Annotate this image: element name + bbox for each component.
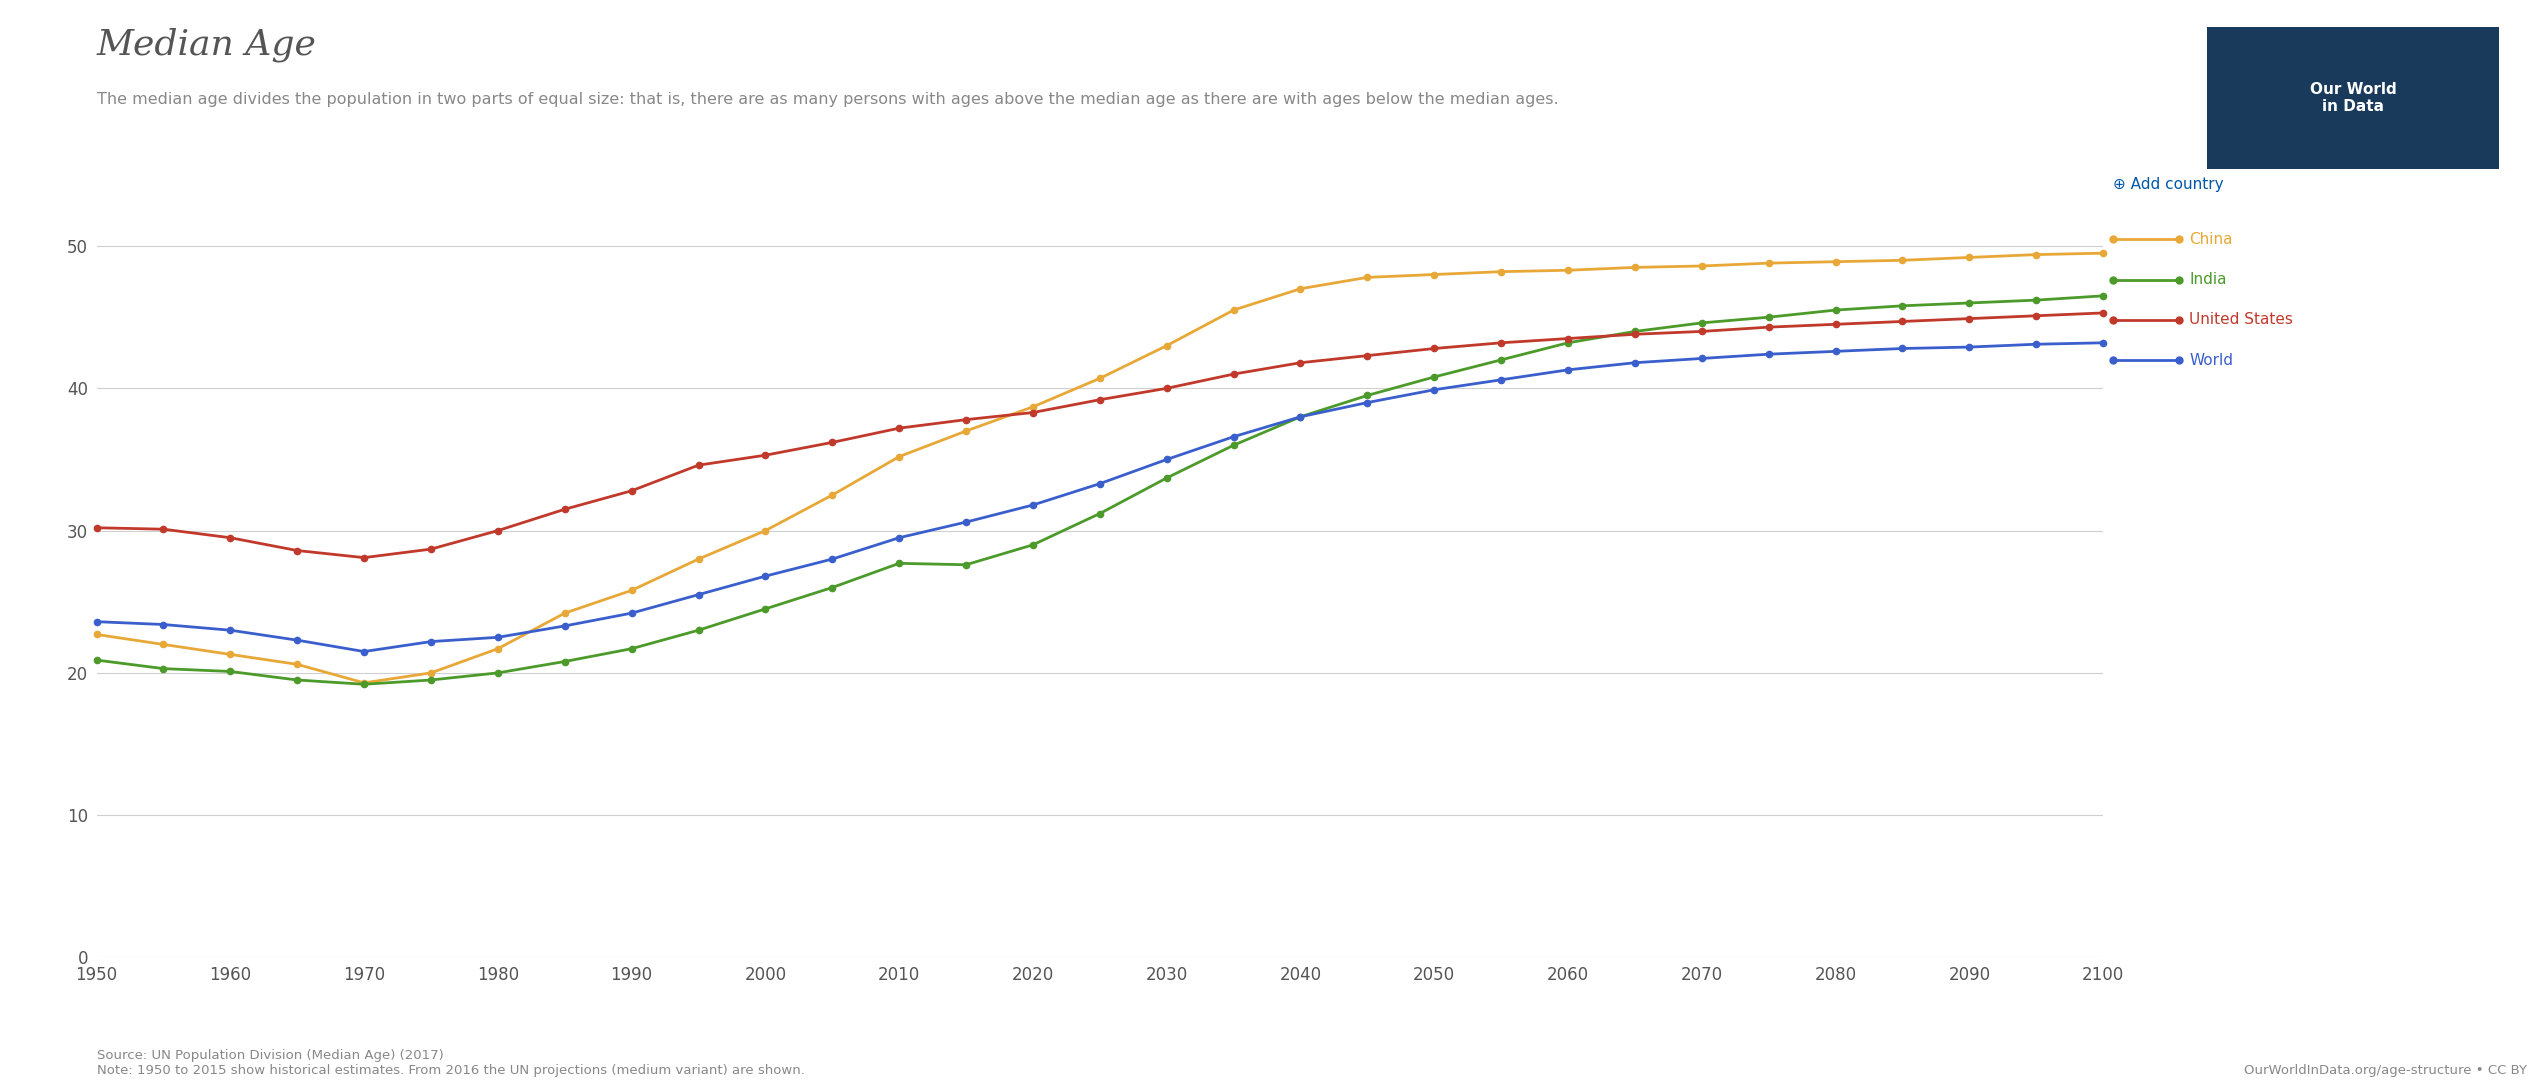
Text: United States: United States: [2189, 312, 2294, 327]
Text: The median age divides the population in two parts of equal size: that is, there: The median age divides the population in…: [97, 92, 1557, 108]
Text: India: India: [2189, 272, 2228, 287]
Text: ⊕ Add country: ⊕ Add country: [2113, 177, 2225, 193]
Text: China: China: [2189, 232, 2233, 247]
Text: Source: UN Population Division (Median Age) (2017)
Note: 1950 to 2015 show histo: Source: UN Population Division (Median A…: [97, 1049, 805, 1077]
Text: OurWorldInData.org/age-structure • CC BY: OurWorldInData.org/age-structure • CC BY: [2245, 1064, 2527, 1077]
Text: World: World: [2189, 353, 2233, 368]
Text: Median Age: Median Age: [97, 27, 318, 62]
Text: Our World
in Data: Our World in Data: [2309, 82, 2398, 114]
